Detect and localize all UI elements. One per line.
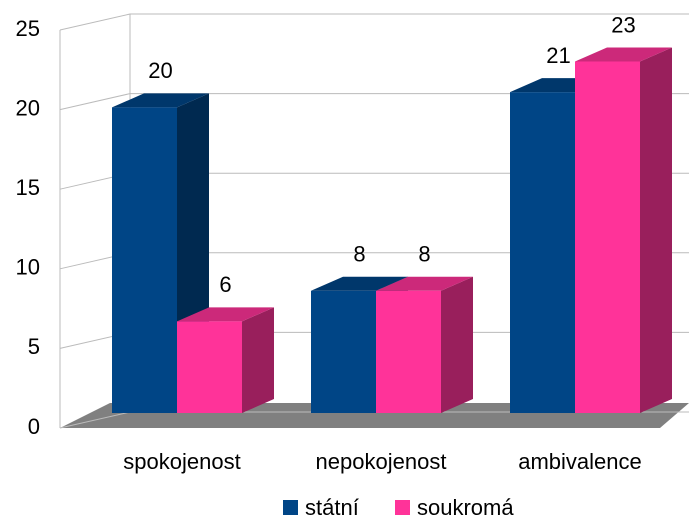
y-tick-label: 15 bbox=[16, 175, 40, 200]
bar bbox=[575, 47, 672, 414]
legend-label: státní bbox=[305, 495, 359, 520]
data-label: 8 bbox=[418, 242, 430, 267]
bar-face bbox=[575, 61, 640, 414]
bar-face bbox=[311, 276, 408, 291]
bar-face bbox=[112, 93, 209, 108]
y-tick-label: 5 bbox=[28, 334, 40, 359]
bar-face bbox=[376, 276, 473, 291]
bar-face bbox=[575, 47, 672, 62]
legend-swatch bbox=[283, 500, 298, 515]
bar-face bbox=[441, 276, 473, 413]
y-tick-label: 25 bbox=[16, 16, 40, 41]
bar bbox=[376, 276, 473, 413]
bar-face bbox=[242, 307, 274, 413]
bar-face bbox=[112, 107, 177, 414]
legend-swatch bbox=[395, 500, 410, 515]
bar-face bbox=[177, 307, 274, 322]
bar-face bbox=[640, 47, 672, 414]
y-tick-label: 20 bbox=[16, 95, 40, 120]
data-label: 23 bbox=[611, 12, 635, 37]
bar-face bbox=[177, 321, 242, 413]
x-tick-label: nepokojenost bbox=[316, 449, 447, 474]
bar-face bbox=[311, 290, 376, 413]
data-label: 20 bbox=[148, 58, 172, 83]
grid-line bbox=[59, 93, 689, 111]
legend-label: soukromá bbox=[417, 495, 514, 520]
bar bbox=[177, 307, 274, 413]
y-tick-label: 0 bbox=[28, 414, 40, 439]
bar-face bbox=[376, 290, 441, 413]
x-tick-label: spokojenost bbox=[123, 449, 240, 474]
grid-line bbox=[59, 13, 689, 31]
bar-face bbox=[510, 92, 575, 414]
data-label: 6 bbox=[219, 272, 231, 297]
x-tick-label: ambivalence bbox=[518, 449, 642, 474]
y-tick-label: 10 bbox=[16, 255, 40, 280]
data-label: 21 bbox=[546, 43, 570, 68]
data-label: 8 bbox=[353, 242, 365, 267]
